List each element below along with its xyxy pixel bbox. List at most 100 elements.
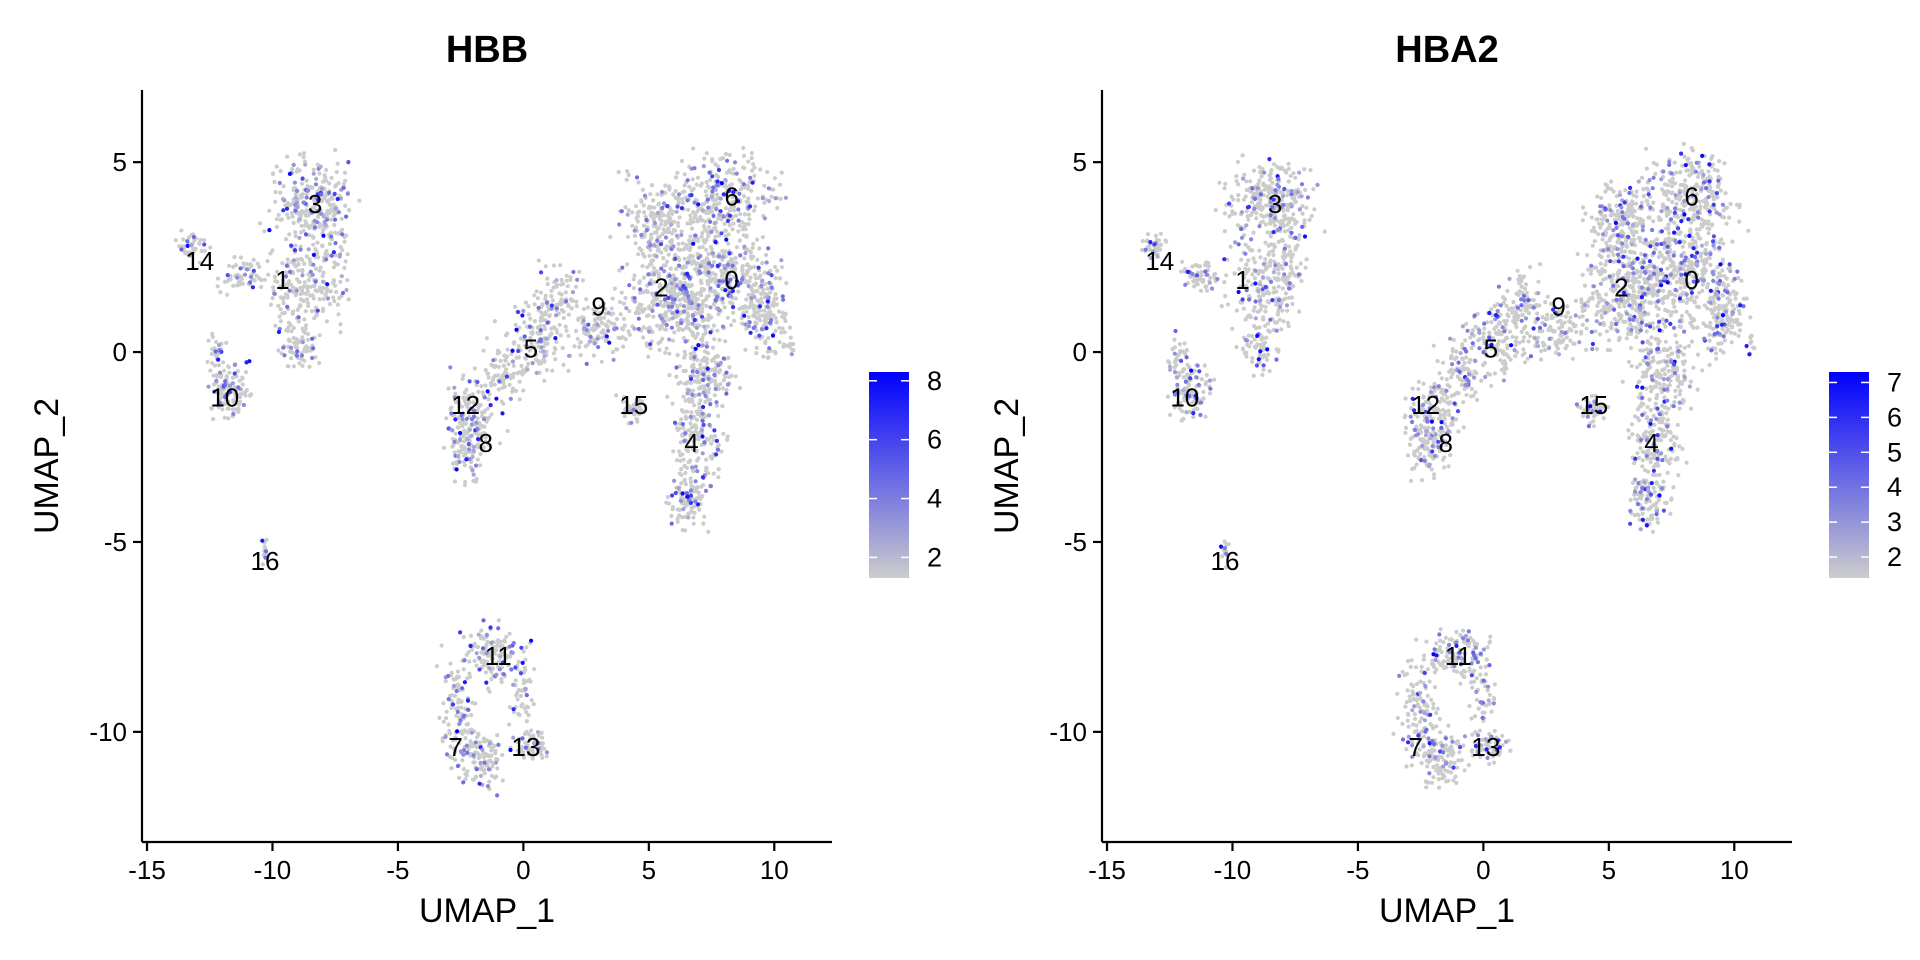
- cell-point: [680, 200, 686, 205]
- cell-point: [1449, 744, 1454, 749]
- cell-point: [223, 382, 228, 387]
- cell-point: [240, 281, 245, 286]
- cell-point: [315, 214, 321, 220]
- cell-point: [715, 183, 720, 188]
- cell-point: [701, 238, 706, 243]
- cell-point: [483, 439, 488, 444]
- cell-point: [599, 359, 604, 364]
- cell-point: [1180, 349, 1185, 354]
- cell-point: [1256, 181, 1261, 187]
- cell-point: [481, 618, 486, 623]
- cell-point: [1168, 412, 1173, 417]
- cell-point: [1254, 326, 1259, 331]
- cell-point: [734, 279, 740, 284]
- cell-point: [684, 409, 690, 414]
- cell-point: [1452, 761, 1457, 766]
- cell-point: [1145, 232, 1151, 237]
- cell-point: [323, 251, 328, 256]
- cell-point: [1448, 751, 1453, 756]
- cell-point: [704, 303, 709, 308]
- cell-point: [294, 188, 299, 193]
- cell-point: [713, 280, 718, 285]
- cell-point: [457, 420, 463, 425]
- cell-point: [695, 357, 700, 363]
- cell-point: [1185, 362, 1190, 367]
- cell-point: [740, 277, 745, 282]
- cell-point: [700, 451, 705, 456]
- cell-point: [669, 521, 674, 526]
- x-axis-title: UMAP_1: [419, 892, 555, 930]
- cell-point: [709, 441, 714, 446]
- cell-point: [1290, 195, 1295, 200]
- cell-point: [775, 205, 780, 211]
- cell-point: [697, 392, 702, 397]
- cell-point: [235, 369, 240, 374]
- cell-point: [578, 353, 583, 358]
- cell-point: [744, 268, 749, 274]
- cell-point: [789, 352, 794, 357]
- cell-point: [671, 449, 676, 454]
- cell-point: [1429, 697, 1434, 702]
- cell-point: [456, 425, 461, 430]
- cell-point: [686, 388, 691, 393]
- cell-point: [458, 630, 463, 635]
- cell-point: [780, 294, 785, 299]
- cell-point: [693, 211, 698, 216]
- cell-point: [260, 538, 265, 543]
- cell-point: [545, 281, 550, 287]
- cell-point: [690, 345, 695, 350]
- cell-point: [469, 422, 474, 427]
- cell-point: [248, 274, 253, 279]
- cell-point: [477, 766, 482, 772]
- cell-point: [619, 290, 624, 295]
- cell-point: [661, 256, 666, 261]
- cell-point: [343, 170, 348, 175]
- cell-point: [340, 290, 346, 296]
- cell-point: [701, 299, 706, 304]
- cell-point: [746, 222, 751, 227]
- cell-point: [297, 304, 302, 309]
- cell-point: [1300, 204, 1305, 209]
- cell-point: [711, 213, 716, 218]
- cell-point: [701, 164, 706, 169]
- cell-point: [706, 376, 711, 381]
- cell-point: [1412, 716, 1418, 721]
- cell-point: [622, 414, 627, 419]
- cell-point: [683, 431, 688, 436]
- cell-point: [650, 308, 655, 313]
- cell-point: [754, 351, 759, 356]
- cell-point: [526, 304, 531, 309]
- cell-point: [703, 219, 708, 224]
- cell-point: [720, 324, 726, 329]
- cell-point: [504, 374, 509, 379]
- cell-point: [657, 313, 663, 318]
- cell-point: [538, 328, 543, 333]
- cell-point: [620, 265, 625, 270]
- cell-point: [660, 336, 665, 341]
- cell-point: [1241, 197, 1246, 202]
- cell-point: [736, 207, 741, 212]
- cell-point: [490, 657, 495, 662]
- cell-point: [617, 268, 622, 273]
- cell-point: [666, 301, 671, 306]
- cell-point: [679, 317, 684, 323]
- cell-point: [688, 436, 693, 441]
- cell-point: [524, 710, 529, 715]
- cell-point: [293, 233, 298, 239]
- cell-point: [317, 171, 322, 176]
- cell-point: [1429, 661, 1435, 667]
- cell-point: [513, 304, 518, 309]
- cell-point: [504, 367, 509, 372]
- cell-point: [738, 187, 744, 192]
- cell-point: [479, 634, 485, 639]
- cell-point: [285, 257, 290, 262]
- cell-point: [322, 196, 327, 201]
- cell-point: [696, 303, 701, 308]
- cell-point: [742, 244, 747, 249]
- cell-point: [460, 404, 465, 409]
- cell-point: [216, 363, 221, 368]
- cell-point: [472, 366, 477, 371]
- cell-point: [651, 302, 656, 307]
- cell-point: [308, 269, 313, 274]
